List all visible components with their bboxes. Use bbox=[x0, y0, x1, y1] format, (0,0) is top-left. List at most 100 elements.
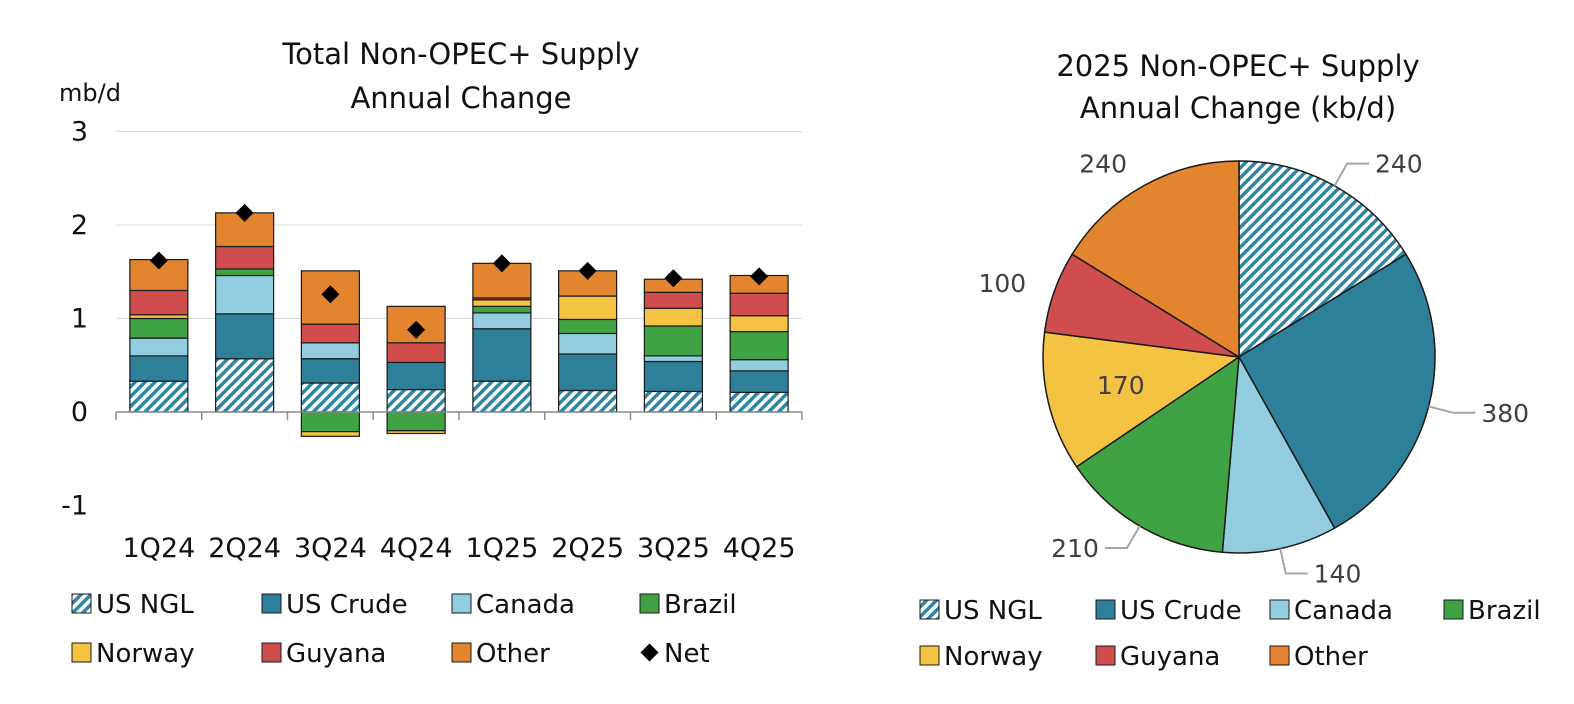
bar-segment-us-crude bbox=[558, 353, 618, 392]
legend-marker-net bbox=[640, 643, 659, 662]
pie-legend-swatch-brazil bbox=[1443, 599, 1464, 620]
bar-segment-canada bbox=[643, 355, 703, 363]
net-marker bbox=[235, 203, 254, 222]
bar-segment-us-crude bbox=[215, 313, 275, 360]
y-tick-label: 0 bbox=[71, 397, 88, 428]
bar-segment-norway bbox=[386, 430, 446, 435]
bar-segment-us-ngl bbox=[386, 388, 446, 413]
pie-legend-swatch-norway bbox=[919, 645, 940, 666]
bar-segment-canada bbox=[129, 337, 189, 357]
bar-segment-us-ngl bbox=[300, 382, 360, 413]
legend-label-us-crude: US Crude bbox=[286, 590, 408, 620]
legend-swatch-other bbox=[451, 642, 472, 663]
bar-chart-title-line-1: Total Non-OPEC+ Supply bbox=[281, 37, 639, 71]
pie-legend-swatch-canada bbox=[1269, 599, 1290, 620]
pie-legend-swatch-guyana bbox=[1095, 645, 1116, 666]
x-tick-label: 4Q24 bbox=[380, 533, 453, 564]
pie-legend-label-canada: Canada bbox=[1294, 596, 1393, 626]
bar-segment-brazil bbox=[129, 317, 189, 339]
bar-segment-us-ngl bbox=[129, 380, 189, 413]
y-tick-label: 2 bbox=[71, 210, 88, 241]
bar-segment-canada bbox=[729, 359, 789, 372]
legend-swatch-norway bbox=[71, 642, 92, 663]
pie-slice-norway bbox=[1042, 331, 1242, 468]
net-marker bbox=[750, 267, 769, 286]
x-axis bbox=[115, 411, 803, 420]
pie-legend-label-guyana: Guyana bbox=[1120, 642, 1220, 672]
bar-segment-us-ngl bbox=[643, 390, 703, 413]
bar-segment-norway bbox=[729, 315, 789, 333]
x-tick-label: 1Q25 bbox=[465, 533, 538, 564]
x-tick-label: 2Q25 bbox=[551, 533, 624, 564]
legend-label-norway: Norway bbox=[96, 639, 195, 669]
bar-segment-us-crude bbox=[386, 361, 446, 391]
pie-value-label-norway: 170 bbox=[1097, 371, 1145, 400]
bar-segment-guyana bbox=[729, 292, 789, 317]
bar-segment-norway bbox=[643, 307, 703, 327]
bar-segment-us-crude bbox=[472, 328, 532, 382]
bar-segment-us-crude bbox=[643, 360, 703, 393]
pie-value-label-brazil: 210 bbox=[1051, 534, 1099, 563]
bar-chart-title-line-2: Annual Change bbox=[350, 81, 571, 115]
bar-segment-norway bbox=[472, 299, 532, 307]
bar-segment-us-crude bbox=[300, 358, 360, 384]
x-tick-label: 2Q24 bbox=[208, 533, 281, 564]
bar-segment-canada bbox=[558, 332, 618, 355]
legend-label-net: Net bbox=[664, 639, 710, 669]
pie-legend-label-other: Other bbox=[1294, 642, 1368, 672]
pie-slice-other bbox=[1071, 160, 1240, 359]
y-tick-labels: 3 2 1 0 -1 bbox=[61, 117, 88, 522]
bar-segment-guyana bbox=[129, 289, 189, 316]
legend-swatch-us-crude bbox=[261, 593, 282, 614]
bar-segment-us-crude bbox=[129, 355, 189, 382]
legend-label-guyana: Guyana bbox=[286, 639, 386, 669]
leader-line bbox=[1279, 548, 1308, 575]
bar-segment-norway bbox=[558, 295, 618, 321]
legend-label-other: Other bbox=[476, 639, 550, 669]
bar-segment-brazil bbox=[729, 330, 789, 361]
leader-line bbox=[1428, 405, 1476, 414]
pie-legend-label-us-crude: US Crude bbox=[1120, 596, 1242, 626]
legend-label-canada: Canada bbox=[476, 590, 575, 620]
bar-segment-canada bbox=[215, 274, 275, 315]
pie-legend-swatch-other bbox=[1269, 645, 1290, 666]
bar-segment-norway bbox=[300, 431, 360, 437]
net-marker bbox=[407, 320, 426, 339]
x-tick-label: 4Q25 bbox=[723, 533, 796, 564]
x-tick-labels: 1Q24 2Q24 3Q24 4Q24 1Q25 2Q25 3Q25 4Q25 bbox=[122, 533, 795, 564]
pie-value-labels: 240 380 140 210 170 100 240 bbox=[978, 150, 1529, 589]
pie-slices bbox=[1042, 160, 1436, 554]
bar-segment-guyana bbox=[215, 245, 275, 270]
pie-legend-label-us-ngl: US NGL bbox=[944, 596, 1042, 626]
leader-line bbox=[1104, 525, 1141, 550]
bar-segment-guyana bbox=[386, 342, 446, 364]
bar-segments bbox=[129, 212, 789, 437]
legend-swatch-guyana bbox=[261, 642, 282, 663]
net-marker bbox=[321, 285, 340, 304]
net-markers bbox=[149, 203, 769, 339]
pie-chart-legend: US NGL US Crude Canada Brazil Norway Guyana Ot… bbox=[919, 596, 1541, 672]
x-tick-label: 3Q25 bbox=[637, 533, 710, 564]
bar-chart-legend: US NGL US Crude Canada Brazil Norway Guyana Ot… bbox=[71, 590, 737, 669]
pie-legend-swatch-us-ngl bbox=[919, 599, 940, 620]
net-marker bbox=[149, 251, 168, 270]
pie-value-label-canada: 140 bbox=[1314, 560, 1362, 589]
y-tick-label: 1 bbox=[71, 304, 88, 335]
y-tick-label: -1 bbox=[61, 491, 88, 522]
bar-segment-canada bbox=[300, 342, 360, 360]
bar-segment-brazil bbox=[215, 268, 275, 277]
bar-segment-brazil bbox=[472, 305, 532, 314]
bar-chart: Total Non-OPEC+ Supply Annual Change mb/… bbox=[59, 37, 803, 669]
legend-swatch-brazil bbox=[639, 593, 660, 614]
bar-segment-canada bbox=[472, 312, 532, 330]
net-marker bbox=[664, 269, 683, 288]
y-tick-label: 3 bbox=[71, 117, 88, 148]
legend-swatch-canada bbox=[451, 593, 472, 614]
bar-segment-brazil bbox=[386, 411, 446, 432]
bar-segment-guyana bbox=[643, 291, 703, 309]
bar-segment-us-crude bbox=[729, 370, 789, 393]
bar-segment-brazil bbox=[643, 325, 703, 357]
pie-value-label-other: 240 bbox=[1079, 150, 1127, 179]
pie-legend-label-norway: Norway bbox=[944, 642, 1043, 672]
